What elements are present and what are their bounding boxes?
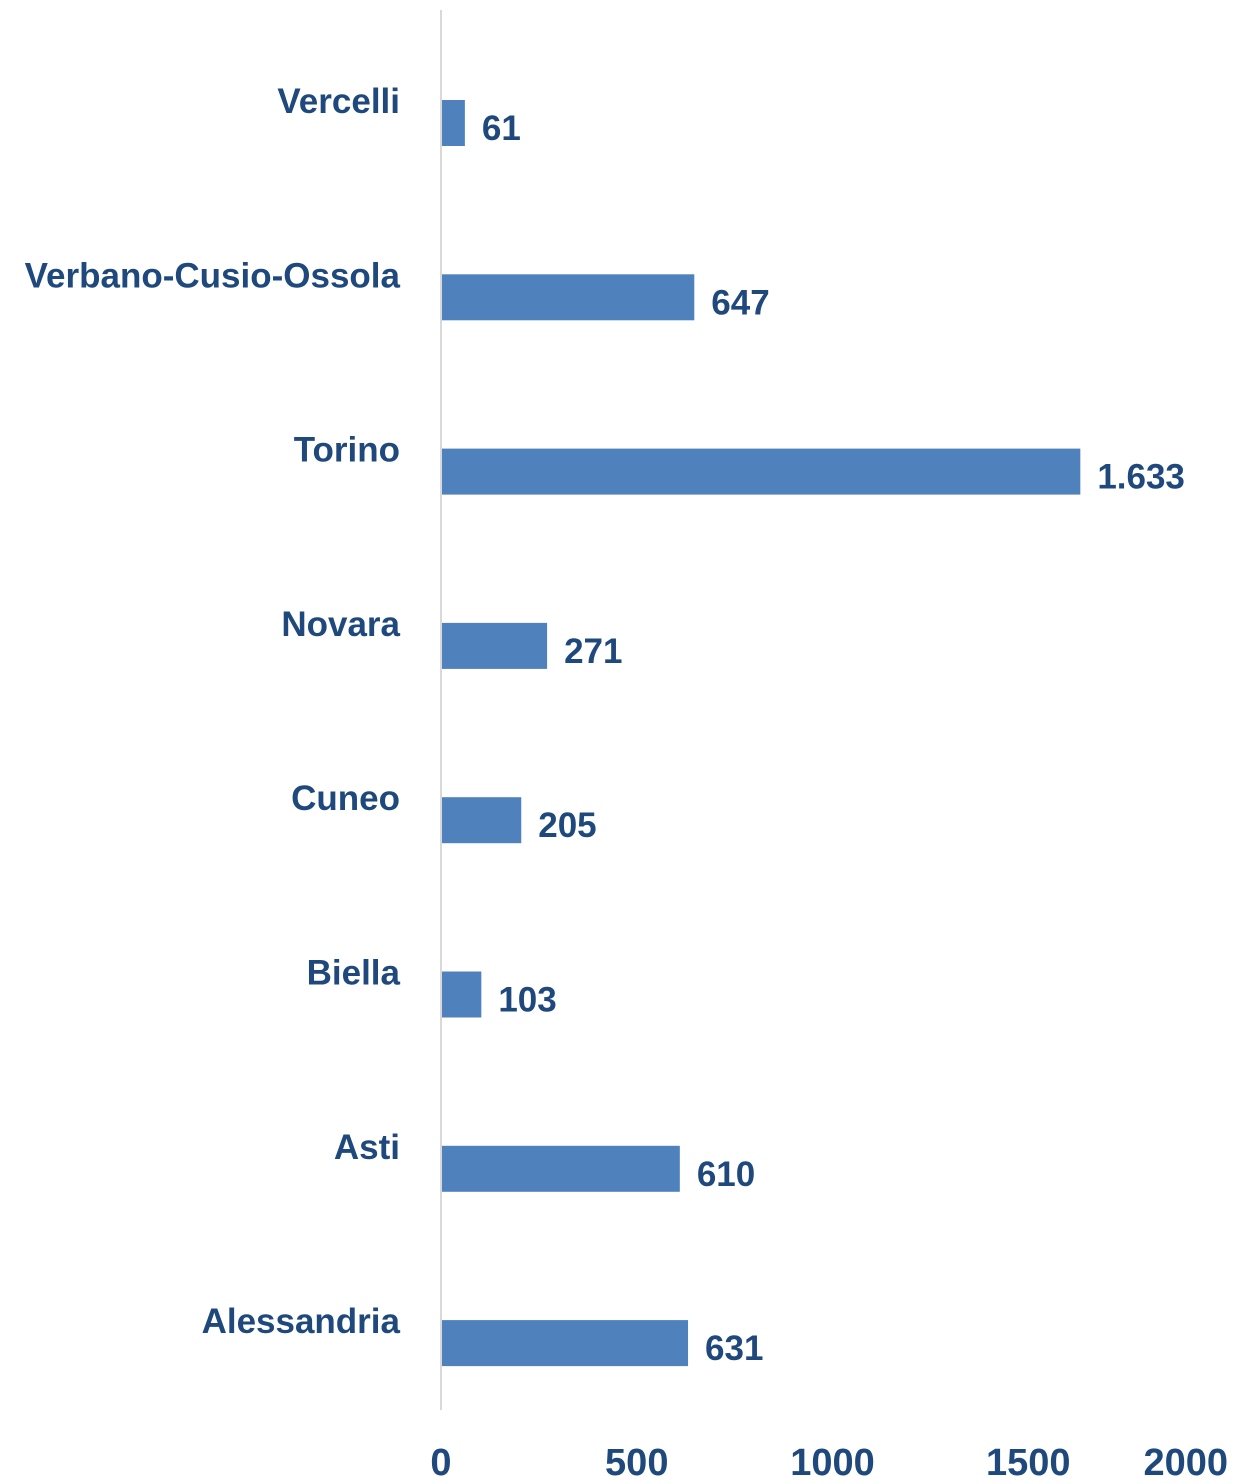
data-label: 610 — [697, 1155, 755, 1194]
x-axis-tick-labels: 0 500 1000 1500 2000 — [430, 1442, 1228, 1484]
category-label: Torino — [294, 431, 400, 470]
category-label: Novara — [281, 605, 400, 644]
data-label: 61 — [482, 109, 521, 148]
bar — [442, 622, 548, 669]
data-label: 631 — [705, 1329, 763, 1368]
data-label: 1.633 — [1097, 458, 1185, 497]
x-tick-label: 1500 — [986, 1442, 1071, 1479]
bar — [442, 100, 465, 146]
bar — [442, 1320, 689, 1367]
data-labels-layer: 61 647 1.633 271 205 103 610 631 — [482, 109, 1185, 1368]
category-labels-layer: Vercelli Verbano-Cusio-Ossola Torino Novara… — [25, 82, 401, 1341]
data-label: 271 — [564, 632, 622, 671]
x-tick-label: 0 — [430, 1442, 451, 1479]
data-label: 103 — [498, 981, 556, 1020]
data-label: 205 — [538, 806, 596, 845]
category-label: Biella — [307, 954, 401, 993]
category-label: Alessandria — [202, 1302, 401, 1341]
category-label: Asti — [334, 1128, 400, 1167]
x-tick-label: 2000 — [1143, 1442, 1228, 1479]
bar — [442, 274, 695, 321]
bars-layer — [442, 100, 1081, 1367]
category-label: Cuneo — [291, 779, 400, 818]
category-label: Verbano-Cusio-Ossola — [25, 256, 401, 295]
category-label: Vercelli — [277, 82, 400, 121]
bar — [442, 971, 482, 1018]
x-tick-label: 500 — [605, 1442, 668, 1479]
bar — [442, 1145, 680, 1192]
bar — [442, 797, 522, 844]
data-label: 647 — [711, 283, 769, 322]
x-tick-label: 1000 — [790, 1442, 875, 1479]
bar — [442, 448, 1081, 495]
